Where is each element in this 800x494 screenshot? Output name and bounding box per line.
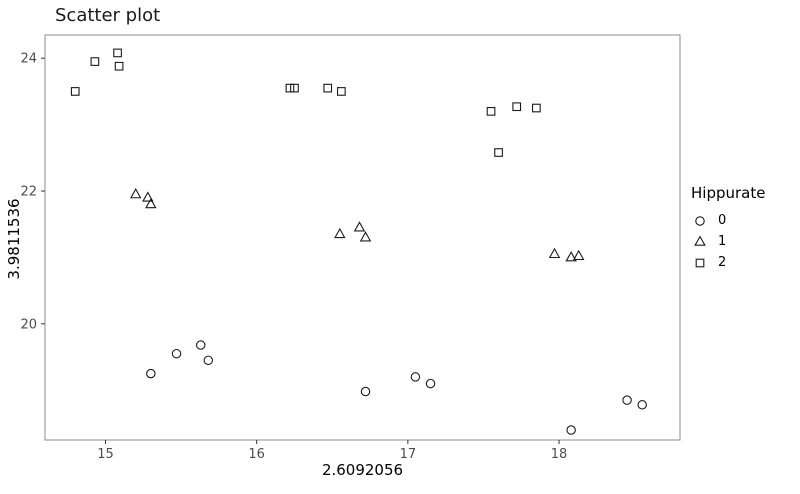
- x-axis-label: 2.6092056: [321, 461, 404, 479]
- triangle-marker-icon: [694, 234, 706, 246]
- y-axis-tick-label: 24: [20, 52, 37, 67]
- data-point-square: [90, 57, 100, 66]
- data-point-triangle: [572, 249, 585, 261]
- data-point-square: [336, 87, 346, 96]
- data-point-circle: [360, 386, 371, 397]
- legend-label-2: 2: [718, 255, 727, 270]
- data-point-square: [494, 148, 503, 157]
- data-point-square: [285, 83, 295, 93]
- data-point-circle: [410, 372, 421, 382]
- data-point-circle: [622, 395, 632, 405]
- legend-label-1: 1: [718, 234, 727, 249]
- data-point-circle: [637, 400, 647, 410]
- data-point-square: [486, 107, 496, 116]
- legend: Hippurate 0 1 2: [691, 184, 797, 273]
- y-axis-tick-label: 22: [20, 185, 37, 200]
- data-point-circle: [425, 378, 436, 389]
- x-axis-tick-label: 17: [400, 447, 417, 462]
- legend-item-0: 0: [691, 210, 797, 231]
- circle-marker-icon: [695, 215, 705, 226]
- data-point-circle: [566, 425, 576, 435]
- data-point-triangle: [548, 247, 561, 259]
- data-point-triangle: [353, 221, 366, 232]
- data-point-circle: [195, 340, 206, 350]
- square-marker-icon: [695, 258, 705, 267]
- data-point-triangle: [129, 188, 142, 199]
- x-axis-tick-label: 16: [248, 447, 265, 462]
- data-point-square: [70, 87, 80, 96]
- data-point-triangle: [359, 231, 372, 242]
- data-point-circle: [146, 368, 156, 379]
- data-point-triangle: [334, 227, 346, 239]
- y-axis-tick-label: 20: [20, 317, 37, 332]
- data-point-square: [323, 83, 333, 93]
- x-axis-tick-label: 18: [551, 447, 568, 462]
- data-point-square: [512, 102, 522, 112]
- data-point-square: [114, 61, 124, 71]
- legend-label-0: 0: [718, 213, 727, 228]
- x-axis-tick-label: 15: [97, 447, 114, 462]
- legend-item-2: 2: [691, 252, 797, 273]
- data-point-triangle: [565, 251, 577, 262]
- data-point-square: [113, 48, 122, 58]
- data-point-triangle: [145, 197, 157, 209]
- data-point-circle: [171, 348, 182, 359]
- data-point-triangle: [142, 191, 154, 202]
- data-point-square: [532, 103, 541, 113]
- data-point-circle: [203, 355, 214, 366]
- data-point-square: [290, 83, 299, 93]
- chart-title: Scatter plot: [55, 5, 161, 26]
- legend-title: Hippurate: [691, 184, 766, 202]
- legend-item-1: 1: [691, 231, 797, 252]
- y-axis-label: 3.9811536: [5, 198, 23, 280]
